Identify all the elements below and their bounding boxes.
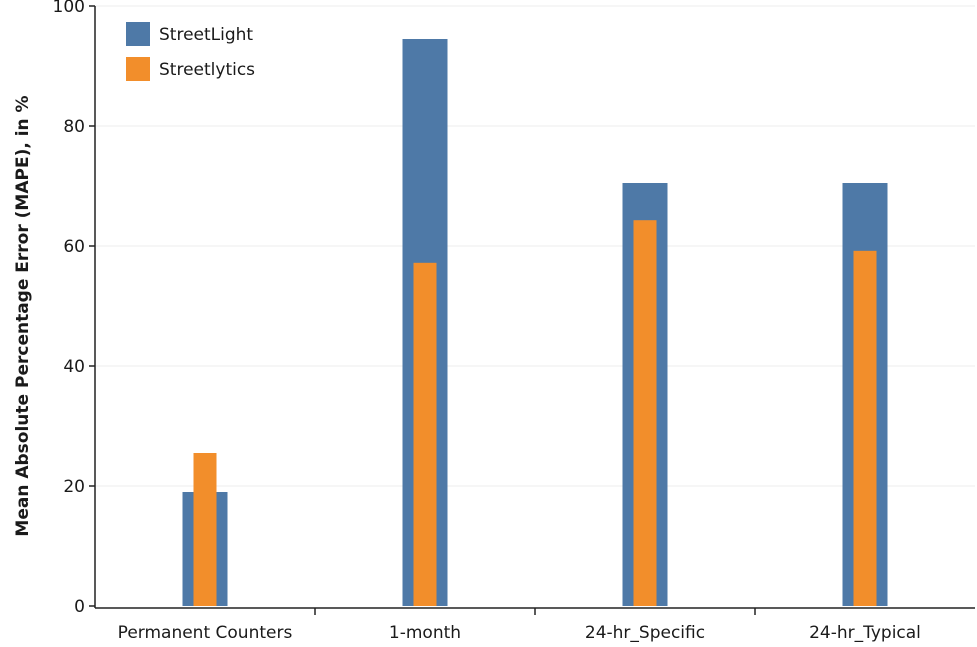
bar-streetlytics-3 [853, 250, 877, 607]
x-tick-marks [314, 608, 756, 615]
y-tick-label-100: 100 [53, 0, 85, 17]
y-tick-label-80: 80 [63, 117, 85, 137]
category-label-1: 1-month [389, 623, 461, 643]
y-tick-label-40: 40 [63, 357, 85, 377]
gridlines [95, 5, 975, 487]
legend-label-streetlight: StreetLight [159, 25, 253, 45]
bar-streetlytics-0 [193, 453, 217, 606]
y-tick-label-60: 60 [63, 237, 85, 257]
category-labels: Permanent Counters 1-month 24-hr_Specific 2… [118, 623, 921, 643]
y-tick-label-20: 20 [63, 477, 85, 497]
category-label-3: 24-hr_Typical [809, 623, 921, 643]
bar-streetlytics-2 [633, 220, 657, 606]
y-axis-title: Mean Absolute Percentage Error (MAPE), i… [13, 95, 33, 536]
y-tick-label-0: 0 [74, 597, 85, 617]
legend-swatch-streetlytics [126, 57, 150, 81]
legend-swatch-streetlight [126, 22, 150, 46]
legend-label-streetlytics: Streetlytics [159, 60, 255, 80]
legend: StreetLight Streetlytics [126, 22, 255, 81]
y-tick-labels: 0 20 40 60 80 100 [53, 0, 95, 617]
bar-streetlytics-1 [413, 262, 437, 606]
category-label-2: 24-hr_Specific [585, 623, 705, 643]
bars [182, 39, 888, 607]
category-label-0: Permanent Counters [118, 623, 293, 643]
